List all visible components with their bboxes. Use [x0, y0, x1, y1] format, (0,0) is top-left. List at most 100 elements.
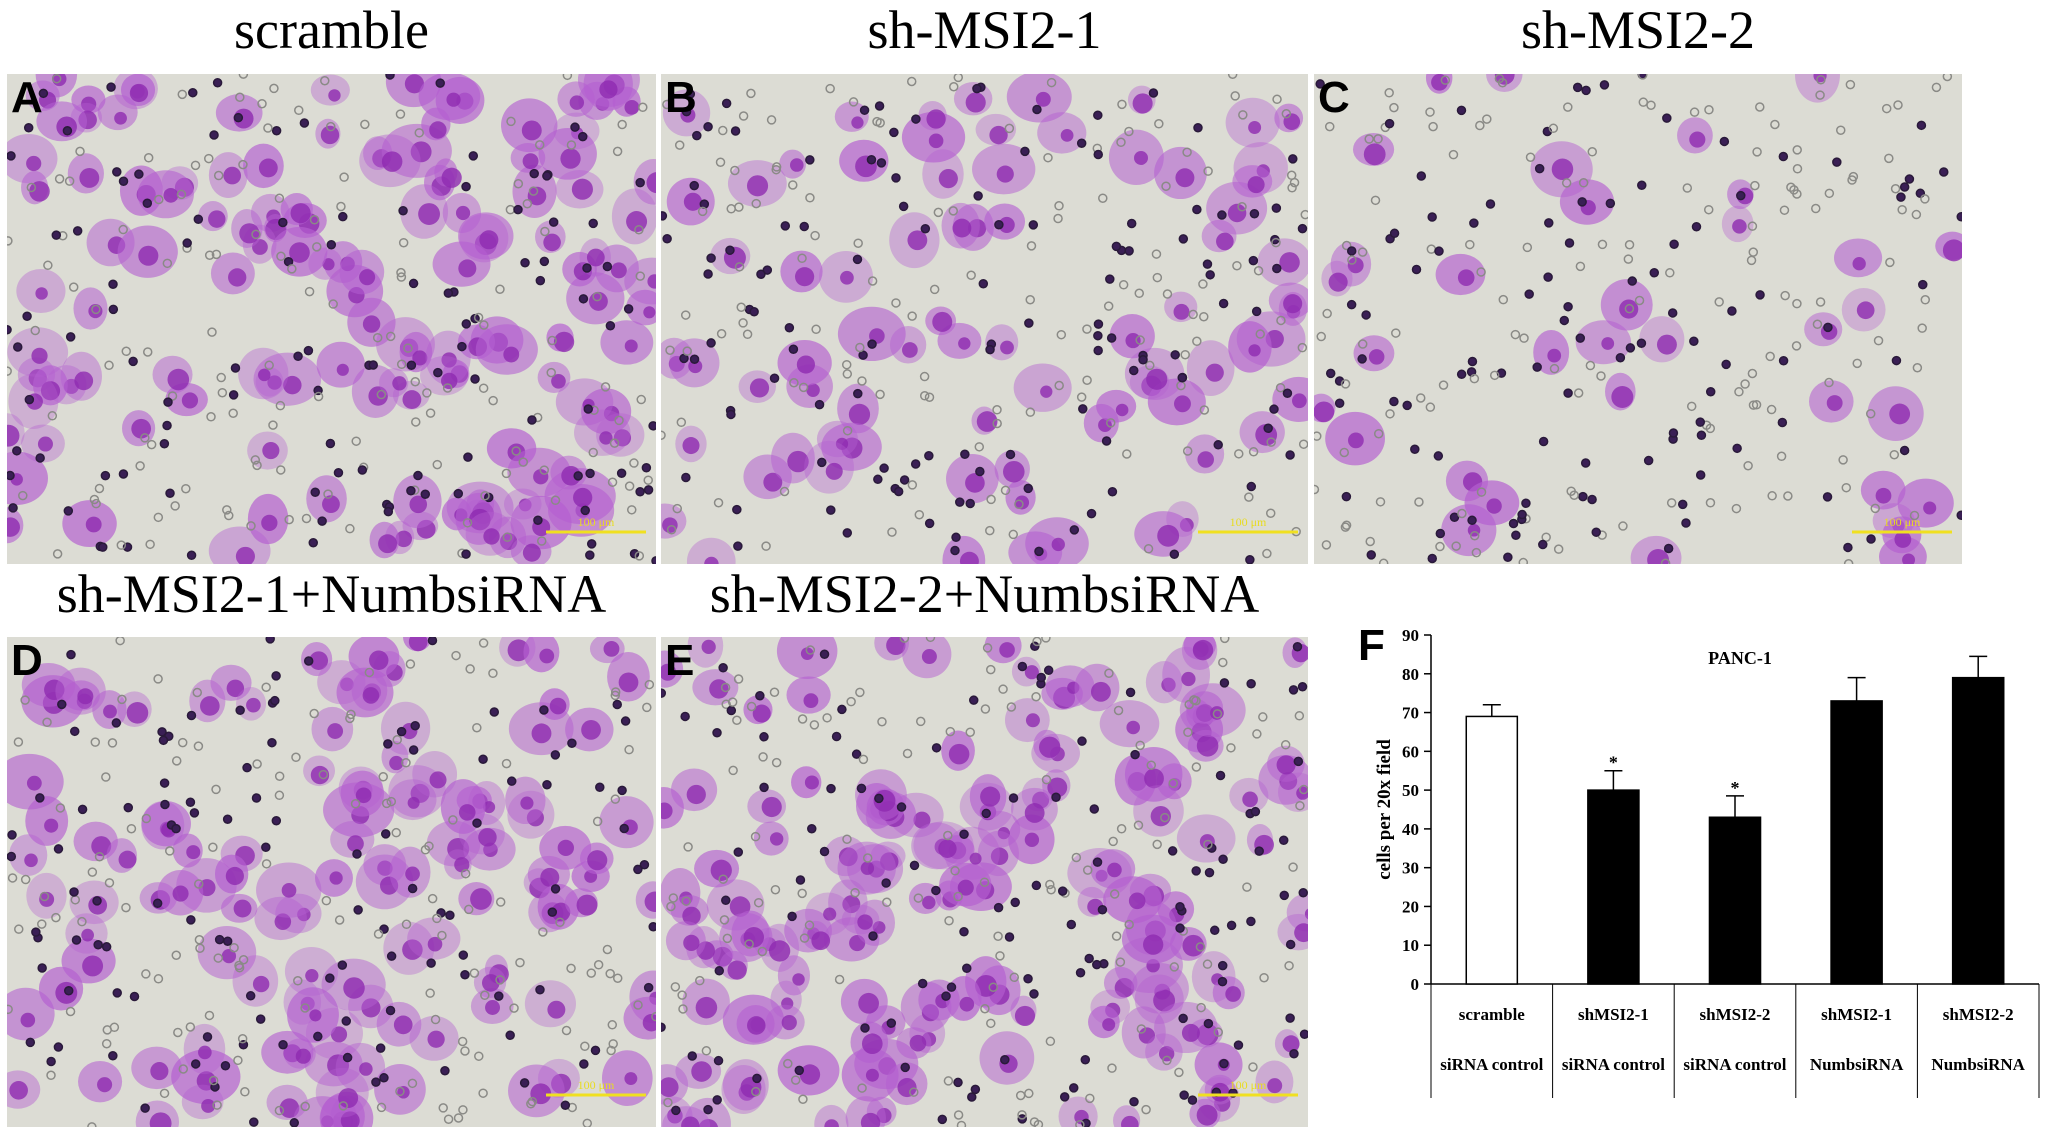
cell-nucleus: [503, 346, 520, 363]
pore: [182, 238, 192, 248]
pore: [255, 1014, 266, 1024]
cell-nucleus: [407, 796, 420, 809]
pore: [478, 383, 489, 393]
cell-nucleus: [223, 166, 242, 185]
pore: [853, 238, 863, 248]
pore: [121, 902, 131, 913]
pore: [323, 489, 333, 499]
pore: [233, 1055, 243, 1066]
pore: [1634, 295, 1645, 306]
pore: [98, 542, 108, 552]
cell-nucleus: [126, 701, 149, 724]
pore: [732, 504, 742, 515]
pore: [692, 130, 702, 141]
panel-letter: E: [665, 636, 694, 685]
pore: [1152, 272, 1163, 283]
cell-nucleus: [7, 424, 20, 447]
pore: [1204, 867, 1215, 878]
cell-nucleus: [305, 969, 319, 983]
cell-nucleus: [938, 839, 957, 858]
pore: [90, 737, 101, 747]
pore: [1122, 449, 1132, 459]
pore: [505, 1030, 515, 1041]
pore: [730, 126, 741, 136]
pore: [1402, 400, 1412, 411]
pore: [1108, 836, 1118, 847]
pore: [1034, 546, 1044, 557]
pore: [1005, 449, 1016, 460]
pore: [756, 269, 766, 279]
pore: [413, 470, 423, 481]
pore: [722, 933, 733, 944]
cell: [310, 74, 350, 106]
pore: [141, 969, 151, 979]
pore: [300, 1003, 310, 1013]
pore: [53, 1042, 64, 1052]
cell-nucleus: [74, 371, 94, 391]
pore: [1124, 919, 1134, 930]
pore: [1517, 509, 1527, 520]
cell-nucleus: [1192, 639, 1214, 661]
pore: [1198, 279, 1208, 289]
pore: [228, 390, 239, 400]
pore: [1189, 695, 1199, 705]
pore: [193, 879, 204, 889]
pore: [1167, 846, 1178, 856]
pore: [1815, 297, 1826, 307]
pore: [636, 394, 646, 405]
pore: [25, 1037, 36, 1048]
pore: [1646, 100, 1656, 110]
pore: [1637, 180, 1647, 191]
pore: [797, 888, 807, 899]
pore: [1085, 1093, 1095, 1104]
pore: [480, 490, 490, 501]
pore: [1218, 854, 1228, 865]
pore: [77, 916, 87, 927]
cell-nucleus: [569, 95, 585, 110]
cell: [97, 94, 138, 131]
pore: [1251, 306, 1262, 317]
pore: [1093, 345, 1103, 356]
cell-nucleus: [746, 175, 769, 197]
pore: [178, 1064, 189, 1074]
pore: [1792, 164, 1803, 174]
pore: [719, 915, 730, 925]
pore: [639, 859, 650, 870]
pore: [1196, 1002, 1206, 1013]
cell-nucleus: [441, 352, 457, 368]
pore: [7, 324, 12, 335]
cell-nucleus: [781, 1014, 797, 1031]
pore: [112, 988, 122, 998]
pore: [875, 389, 885, 400]
pore: [617, 119, 627, 130]
pore: [1315, 79, 1325, 89]
pore: [1416, 171, 1427, 181]
pore: [1259, 972, 1269, 983]
pore: [461, 549, 471, 559]
cell-nucleus: [1138, 1027, 1156, 1044]
pore: [385, 331, 396, 342]
pore: [751, 1086, 761, 1097]
pore: [1841, 482, 1852, 493]
pore: [1282, 388, 1293, 399]
pore: [1028, 220, 1039, 230]
cell-nucleus: [599, 431, 613, 445]
pore: [338, 1101, 349, 1111]
cell-nucleus: [81, 928, 94, 942]
pore: [1385, 409, 1395, 419]
pore: [1920, 295, 1931, 305]
pore: [208, 842, 218, 853]
pore: [643, 982, 654, 993]
pore: [213, 170, 224, 181]
pore: [154, 194, 164, 205]
pore: [744, 939, 754, 949]
pore: [460, 1046, 470, 1056]
pore: [410, 376, 421, 387]
pore: [738, 318, 748, 328]
cell-nucleus: [1098, 418, 1112, 433]
pore: [1931, 82, 1942, 93]
cell-nucleus: [402, 390, 422, 409]
cell: [686, 537, 736, 564]
pore: [967, 1092, 977, 1102]
pore: [383, 506, 394, 517]
